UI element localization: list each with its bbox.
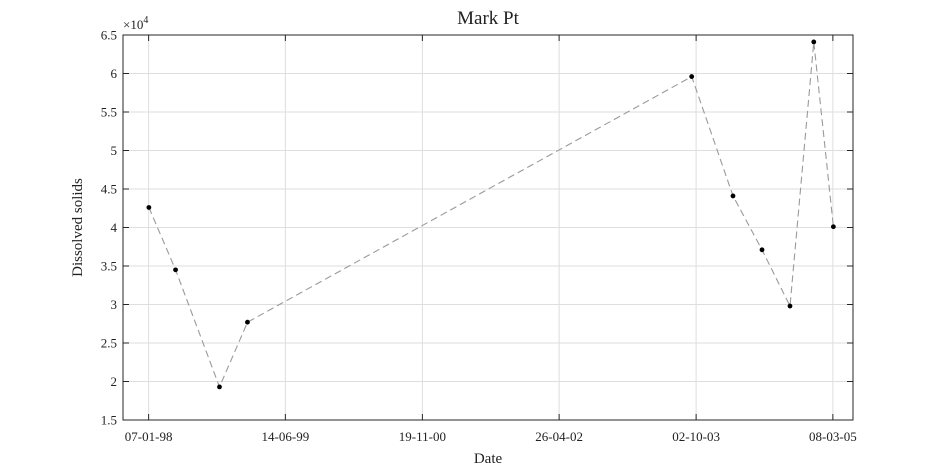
- y-tick-label: 1.5: [101, 413, 117, 428]
- data-point: [689, 74, 695, 79]
- x-tick-label: 14-06-99: [262, 429, 310, 444]
- x-tick-label: 08-03-05: [809, 429, 857, 444]
- y-tick-label: 5: [111, 143, 118, 158]
- x-tick-label: 07-01-98: [125, 429, 173, 444]
- y-tick-label: 6: [111, 66, 118, 81]
- data-point: [173, 267, 178, 273]
- y-axis-tick-labels: 1.5 2 2.5 3 3.5 4 4.5 5 5.5 6 6.5: [101, 28, 118, 428]
- y-axis-exponent-power: 4: [143, 15, 148, 26]
- data-point: [245, 319, 250, 325]
- x-axis-tick-labels: 07-01-98 14-06-99 19-11-00 26-04-02 02-10-03…: [125, 429, 857, 444]
- y-tick-label: 3: [111, 297, 118, 312]
- axis-ticks: [123, 34, 853, 421]
- data-point: [730, 193, 736, 199]
- series-line: [148, 41, 834, 389]
- grid: [123, 34, 853, 421]
- y-tick-label: 3.5: [101, 259, 117, 274]
- y-tick-label: 4.5: [101, 182, 117, 197]
- y-tick-label: 2.5: [101, 336, 117, 351]
- x-axis-title: Date: [474, 451, 503, 467]
- data-series: [146, 39, 836, 390]
- y-tick-label: 4: [111, 220, 118, 235]
- data-point: [830, 224, 836, 230]
- y-tick-label: 2: [111, 374, 118, 389]
- x-tick-label: 26-04-02: [535, 429, 583, 444]
- y-axis-title: Dissolved solids: [70, 178, 86, 277]
- x-tick-label: 19-11-00: [399, 429, 446, 444]
- x-tick-label: 02-10-03: [672, 429, 720, 444]
- data-point: [787, 303, 793, 309]
- y-axis-exponent-base: ×10: [123, 17, 143, 32]
- chart-title: Mark Pt: [457, 8, 519, 29]
- y-tick-label: 6.5: [101, 28, 117, 43]
- data-point: [217, 384, 222, 390]
- data-point: [759, 247, 765, 253]
- data-point: [811, 39, 817, 45]
- data-point: [146, 205, 152, 210]
- y-tick-label: 5.5: [101, 105, 117, 120]
- y-axis-exponent-label: ×104: [123, 15, 148, 32]
